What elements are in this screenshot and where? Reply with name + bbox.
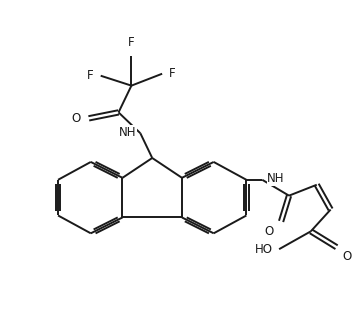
Text: NH: NH: [119, 126, 136, 139]
Text: O: O: [342, 250, 352, 263]
Text: NH: NH: [267, 172, 285, 185]
Text: F: F: [169, 67, 176, 80]
Text: F: F: [87, 69, 94, 82]
Text: O: O: [264, 225, 273, 238]
Text: O: O: [72, 112, 81, 125]
Text: F: F: [128, 36, 135, 49]
Text: HO: HO: [255, 243, 273, 256]
